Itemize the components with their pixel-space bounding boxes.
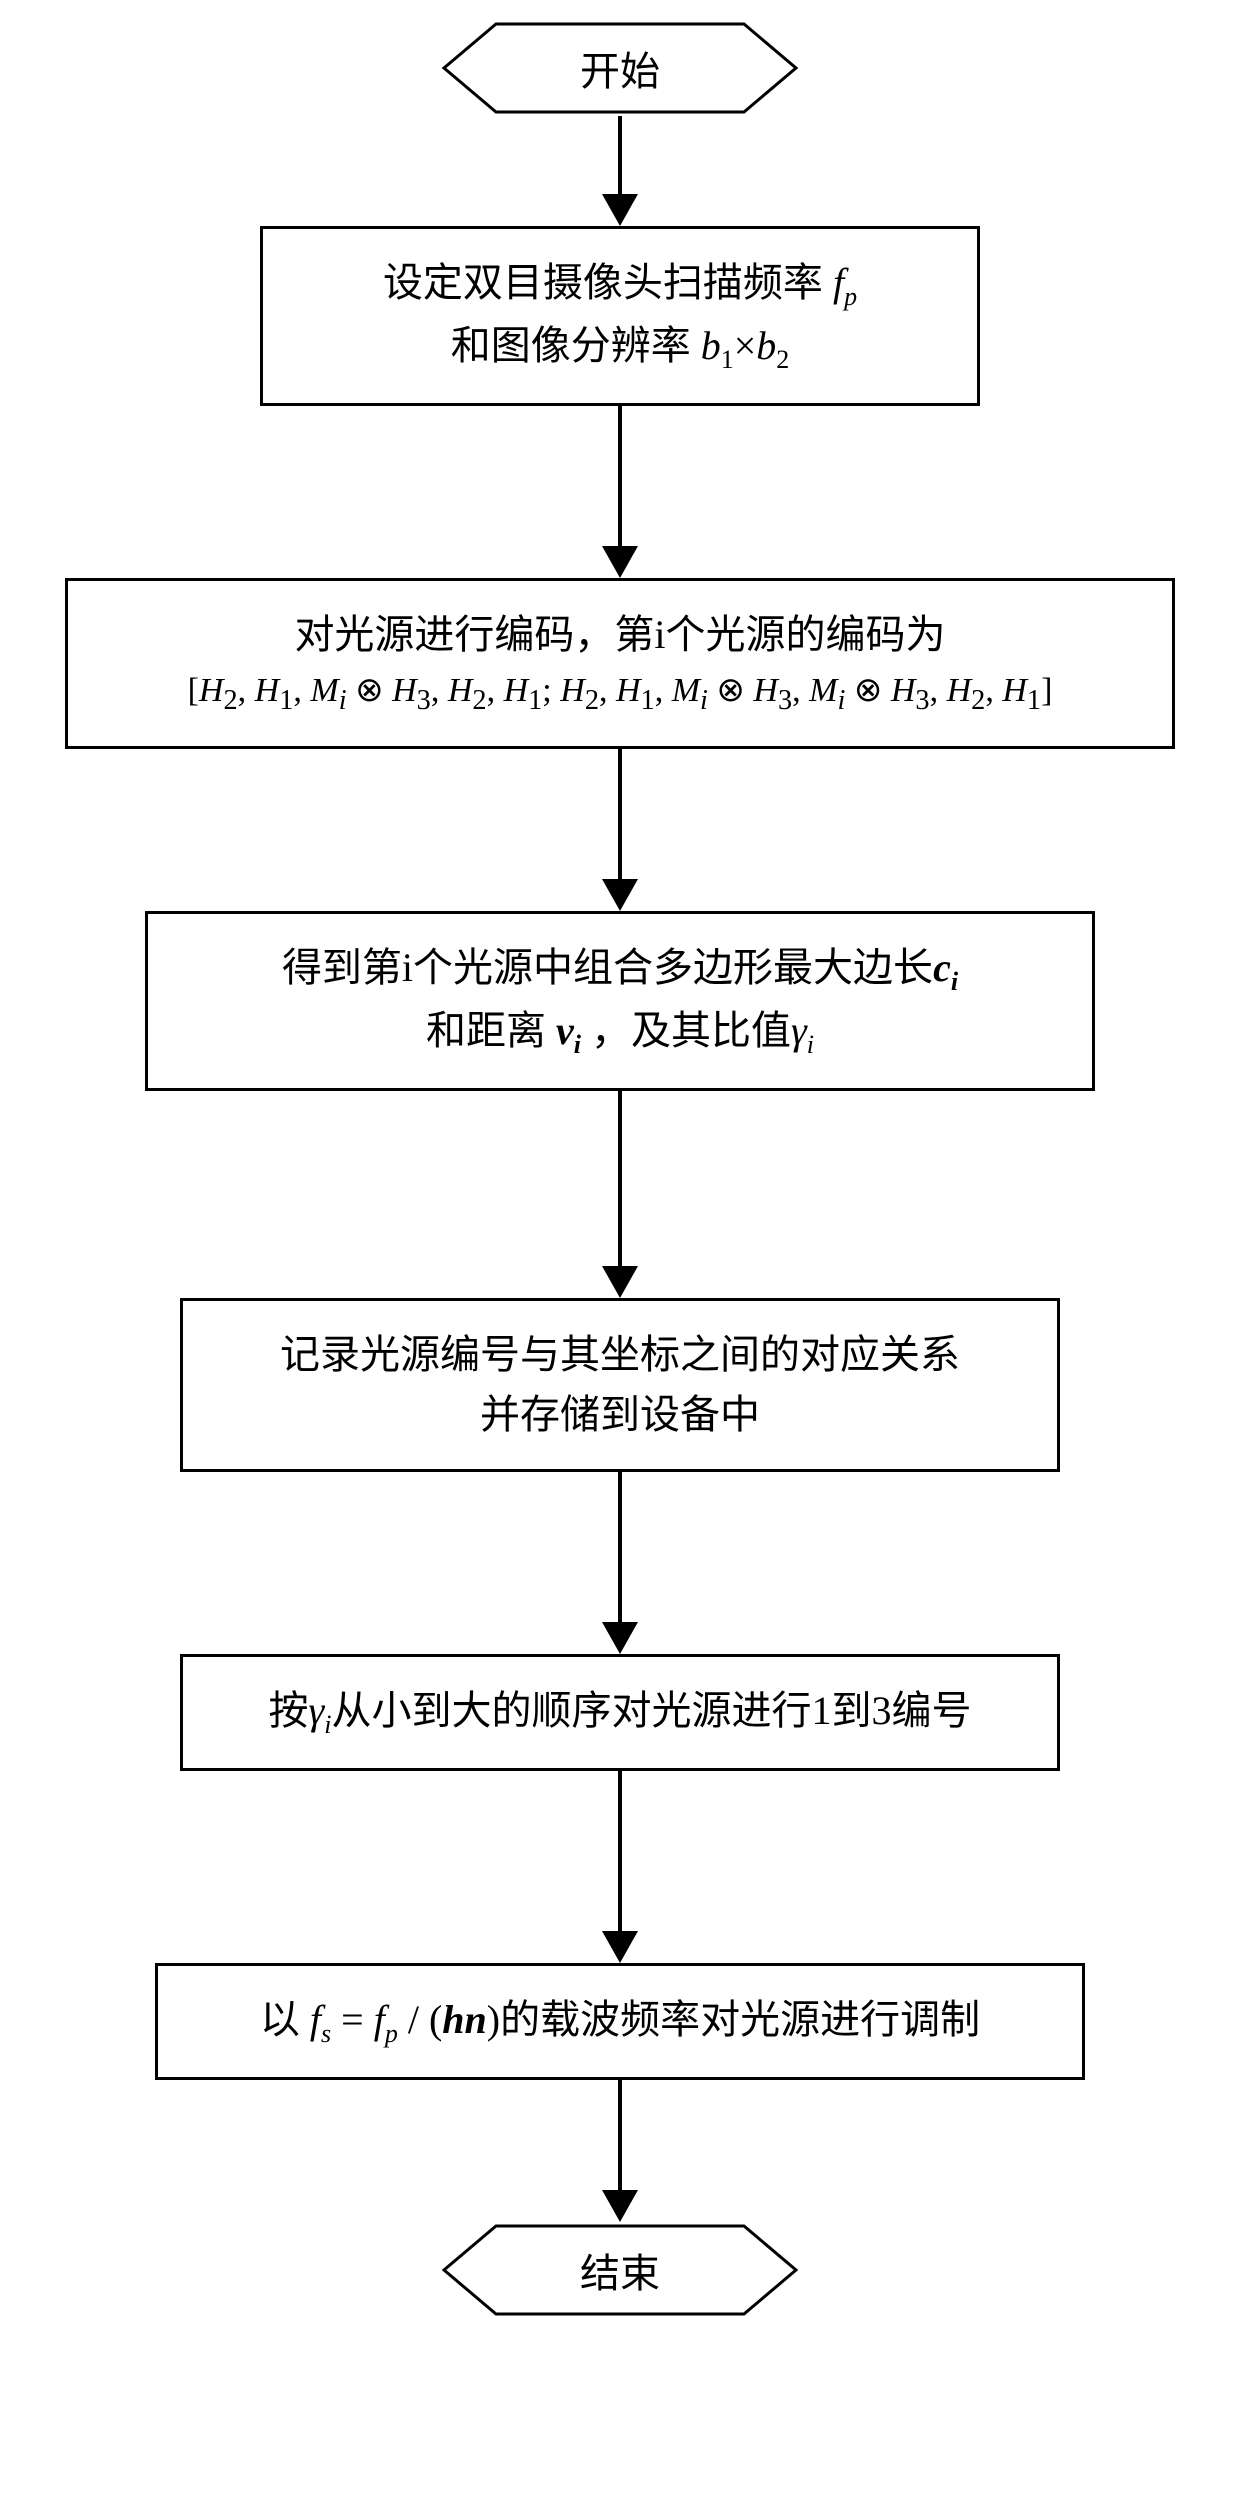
step1-line2: 和图像分辨率 b1×b2 bbox=[451, 316, 790, 379]
process-step6: 以 fs = fp / (hn)的载波频率对光源进行调制 bbox=[155, 1963, 1085, 2080]
process-step5: 按γi从小到大的顺序对光源进行1到3编号 bbox=[180, 1654, 1060, 1771]
process-step4: 记录光源编号与其坐标之间的对应关系 并存储到设备中 bbox=[180, 1298, 1060, 1472]
arrow-1 bbox=[602, 116, 638, 226]
process-step2: 对光源进行编码，第i个光源的编码为 [H2, H1, Mi ⊗ H3, H2, … bbox=[65, 578, 1175, 749]
end-terminal: 结束 bbox=[440, 2222, 800, 2318]
arrow-3 bbox=[602, 749, 638, 911]
step6-line: 以 fs = fp / (hn)的载波频率对光源进行调制 bbox=[260, 1990, 980, 2053]
step2-encoding: [H2, H1, Mi ⊗ H3, H2, H1; H2, H1, Mi ⊗ H… bbox=[188, 665, 1053, 722]
arrow-4 bbox=[602, 1091, 638, 1298]
arrow-2 bbox=[602, 406, 638, 578]
step4-line2: 并存储到设备中 bbox=[480, 1385, 760, 1445]
arrow-7 bbox=[602, 2080, 638, 2222]
flowchart-container: 开始 设定双目摄像头扫描频率 fp 和图像分辨率 b1×b2 对光源进行编码，第… bbox=[0, 20, 1240, 2318]
arrow-5 bbox=[602, 1472, 638, 1654]
arrow-6 bbox=[602, 1771, 638, 1963]
step4-line1: 记录光源编号与其坐标之间的对应关系 bbox=[280, 1325, 960, 1385]
step3-line1: 得到第i个光源中组合多边形最大边长ci bbox=[282, 938, 958, 1001]
end-label: 结束 bbox=[580, 2241, 660, 2299]
process-step3: 得到第i个光源中组合多边形最大边长ci 和距离 vi ，及其比值γi bbox=[145, 911, 1095, 1091]
start-terminal: 开始 bbox=[440, 20, 800, 116]
step1-line1: 设定双目摄像头扫描频率 fp bbox=[383, 253, 857, 316]
step3-line2: 和距离 vi ，及其比值γi bbox=[426, 1001, 814, 1064]
start-label: 开始 bbox=[580, 39, 660, 97]
step2-line1: 对光源进行编码，第i个光源的编码为 bbox=[294, 605, 945, 665]
step5-line: 按γi从小到大的顺序对光源进行1到3编号 bbox=[269, 1681, 972, 1744]
process-step1: 设定双目摄像头扫描频率 fp 和图像分辨率 b1×b2 bbox=[260, 226, 980, 406]
